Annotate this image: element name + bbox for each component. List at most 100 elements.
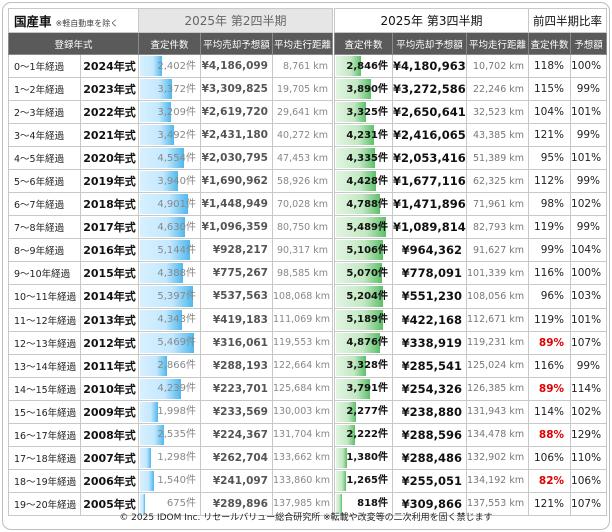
q3-avg-distance: 126,385 km xyxy=(466,376,530,401)
q2-count-bar xyxy=(140,424,164,445)
q3-avg-price: ¥288,486 xyxy=(392,445,468,470)
q2-avg-distance: 40,272 km xyxy=(271,123,334,148)
elapsed-years: 8～9年経過 xyxy=(8,238,81,263)
price-ratio: 107% xyxy=(570,330,608,355)
model-year: 2013年式 xyxy=(80,307,139,332)
elapsed-years: 14～15年経過 xyxy=(8,376,81,401)
q2-count-value: 675件 xyxy=(166,498,196,510)
count-ratio: 89% xyxy=(528,376,572,401)
q3-avg-distance: 108,056 km xyxy=(466,284,530,309)
q3-count-bar xyxy=(336,355,366,376)
elapsed-years: 0～1年経過 xyxy=(8,53,81,79)
q2-avg-price: ¥223,701 xyxy=(200,376,273,401)
q3-count-bar xyxy=(336,447,348,468)
q2-avg-price: ¥928,217 xyxy=(200,238,273,263)
q2-avg-distance: 70,028 km xyxy=(271,192,334,217)
q2-count: 4,554件 xyxy=(138,146,201,171)
q2-count-value: 5,397件 xyxy=(157,290,196,302)
model-year: 2008年式 xyxy=(80,422,139,447)
q3-avg-distance: 82,793 km xyxy=(466,215,530,240)
q3-avg-price: ¥255,051 xyxy=(392,468,468,493)
price-ratio: 99% xyxy=(570,77,608,102)
q2-count-bar xyxy=(140,332,194,353)
table-row: 9～10年経過 2015年式 4,388件 ¥775,267 98,585 km 5,07… xyxy=(8,261,608,286)
q3-count: 3,890件 xyxy=(334,77,394,102)
q3-count-bar xyxy=(336,194,380,215)
q2-count-value: 3,492件 xyxy=(157,129,196,141)
elapsed-years: 16～17年経過 xyxy=(8,422,81,447)
q3-count-value: 2,222件 xyxy=(346,429,389,441)
q2-count-bar xyxy=(140,263,183,284)
table-row: 10～11年経過 2014年式 5,397件 ¥537,563 108,068 km 5,… xyxy=(8,284,608,309)
q2-count: 4,239件 xyxy=(138,376,201,401)
table-row: 4～5年経過 2020年式 4,554件 ¥2,030,795 47,453 km 4,3… xyxy=(8,146,608,171)
q2-avg-distance: 111,069 km xyxy=(271,307,334,332)
q2-avg-distance: 133,860 km xyxy=(271,468,334,493)
elapsed-years: 12～13年経過 xyxy=(8,330,81,355)
q3-avg-price: ¥778,091 xyxy=(392,261,468,286)
q3-count-value: 5,070件 xyxy=(346,267,389,279)
q2-avg-distance: 29,641 km xyxy=(271,100,334,125)
q2-avg-distance: 80,750 km xyxy=(271,215,334,240)
q2-avg-distance: 108,068 km xyxy=(271,284,334,309)
table-row: 7～8年経過 2017年式 4,630件 ¥1,096,359 80,750 km 5,4… xyxy=(8,215,608,240)
q2-avg-distance: 98,585 km xyxy=(271,261,334,286)
price-ratio: 104% xyxy=(570,238,608,263)
q3-count: 2,846件 xyxy=(334,53,394,79)
q3-avg-distance: 22,246 km xyxy=(466,77,530,102)
q3-avg-distance: 134,192 km xyxy=(466,468,530,493)
q2-count: 3,209件 xyxy=(138,100,201,125)
q3-count-bar xyxy=(336,240,383,261)
q3-avg-price: ¥338,919 xyxy=(392,330,468,355)
q2-count-value: 4,630件 xyxy=(157,221,196,233)
q3-avg-distance: 119,231 km xyxy=(466,330,530,355)
q2-avg-distance: 119,553 km xyxy=(271,330,334,355)
price-ratio: 100% xyxy=(570,53,608,79)
q2-avg-distance: 58,926 km xyxy=(271,169,334,194)
table-row: 12～13年経過 2012年式 5,469件 ¥316,061 119,553 km 4,… xyxy=(8,330,608,355)
q3-count-value: 3,328件 xyxy=(346,360,389,372)
q3-count: 4,788件 xyxy=(334,192,394,217)
q3-count: 818件 xyxy=(334,491,394,516)
q2-avg-price: ¥1,096,359 xyxy=(200,215,273,240)
price-ratio: 129% xyxy=(570,422,608,447)
model-year: 2014年式 xyxy=(80,284,139,309)
q3-avg-distance: 51,389 km xyxy=(466,146,530,171)
q2-avg-price: ¥3,309,825 xyxy=(200,77,273,102)
q2-avg-price: ¥224,367 xyxy=(200,422,273,447)
model-year: 2016年式 xyxy=(80,238,139,263)
q3-avg-distance: 125,024 km xyxy=(466,353,530,378)
price-ratio: 99% xyxy=(570,169,608,194)
table-row: 5～6年経過 2019年式 3,940件 ¥1,690,962 58,926 km 4,4… xyxy=(8,169,608,194)
price-ratio: 114% xyxy=(570,376,608,401)
price-ratio: 100% xyxy=(570,261,608,286)
q3-count-bar xyxy=(336,309,384,330)
q3-count-bar xyxy=(336,148,376,169)
elapsed-years: 13～14年経過 xyxy=(8,353,81,378)
table-row: 16～17年経過 2008年式 2,535件 ¥224,367 131,704 km 2,… xyxy=(8,422,608,447)
q2-avg-distance: 130,003 km xyxy=(271,399,334,424)
q3-count-bar xyxy=(336,493,342,514)
price-ratio: 101% xyxy=(570,100,608,125)
resale-value-table: 国産車 ※軽自動車を除く 2025年 第2四半期 2025年 第3四半期 前四半期… xyxy=(8,8,608,516)
model-year: 2009年式 xyxy=(80,399,139,424)
q2-count-bar xyxy=(140,171,179,192)
q2-avg-distance: 125,684 km xyxy=(271,376,334,401)
q3-avg-distance: 62,325 km xyxy=(466,169,530,194)
q3-count: 5,106件 xyxy=(334,238,394,263)
count-ratio: 115% xyxy=(528,77,572,102)
table-row: 8～9年経過 2016年式 5,144件 ¥928,217 90,317 km 5,106… xyxy=(8,238,608,263)
model-year: 2012年式 xyxy=(80,330,139,355)
q2-count-value: 1,540件 xyxy=(157,475,196,487)
q2-count-bar xyxy=(140,240,191,261)
model-year: 2024年式 xyxy=(80,53,139,79)
model-year: 2020年式 xyxy=(80,146,139,171)
elapsed-years: 7～8年経過 xyxy=(8,215,81,240)
q2-count-bar xyxy=(140,194,188,215)
q3-count-value: 5,204件 xyxy=(346,290,389,302)
q2-count-bar xyxy=(140,447,152,468)
q2-avg-price: ¥2,431,180 xyxy=(200,123,273,148)
q2-avg-price: ¥2,030,795 xyxy=(200,146,273,171)
q2-count-value: 4,343件 xyxy=(157,314,196,326)
q3-count-value: 1,265件 xyxy=(346,475,389,487)
